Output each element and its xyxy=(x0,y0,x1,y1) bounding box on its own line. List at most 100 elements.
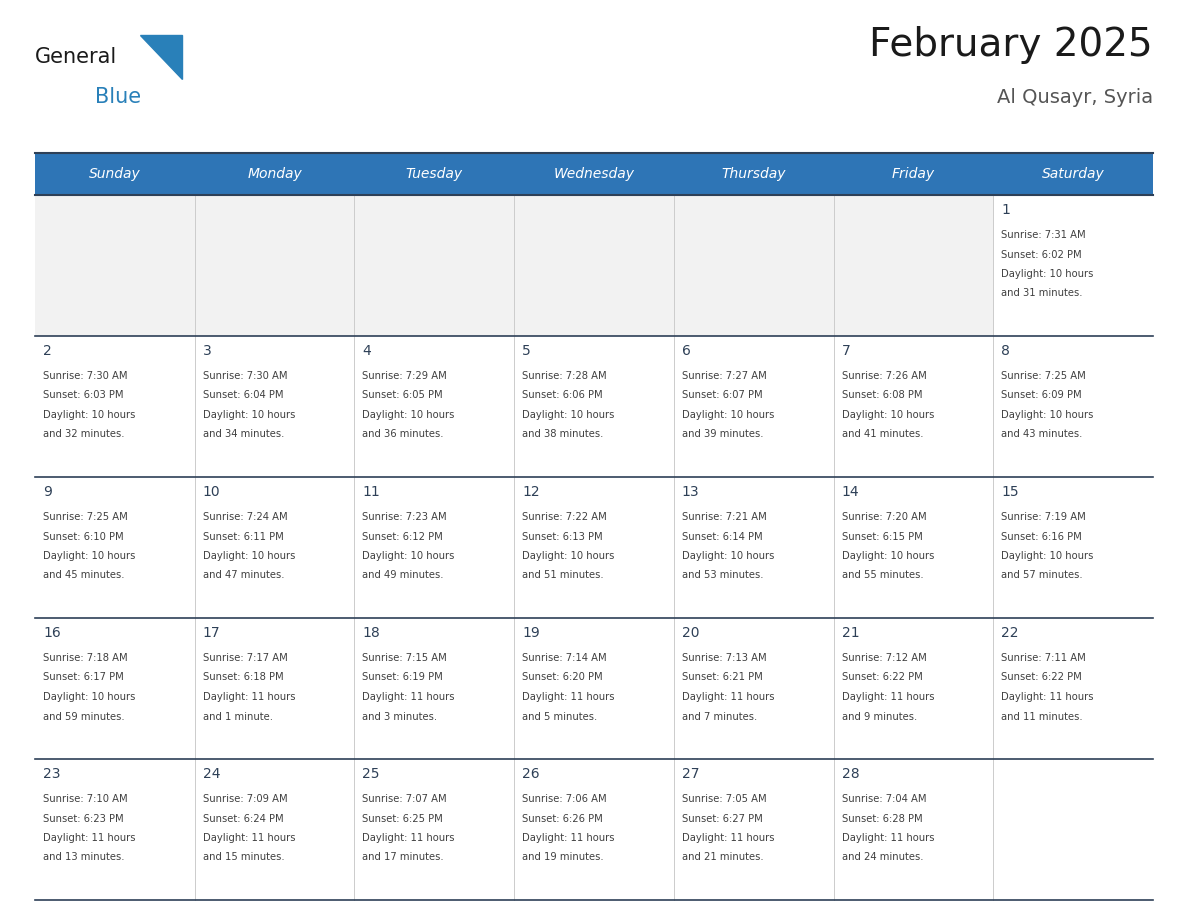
Text: Daylight: 11 hours: Daylight: 11 hours xyxy=(682,833,775,843)
Text: Sunrise: 7:12 AM: Sunrise: 7:12 AM xyxy=(841,653,927,663)
Text: Daylight: 10 hours: Daylight: 10 hours xyxy=(43,410,135,420)
Text: Daylight: 11 hours: Daylight: 11 hours xyxy=(43,833,135,843)
Text: Sunset: 6:13 PM: Sunset: 6:13 PM xyxy=(523,532,602,542)
Text: Sunset: 6:03 PM: Sunset: 6:03 PM xyxy=(43,390,124,400)
Text: Monday: Monday xyxy=(247,167,302,181)
Text: Sunset: 6:22 PM: Sunset: 6:22 PM xyxy=(841,673,922,682)
Text: 28: 28 xyxy=(841,767,859,781)
Text: Sunrise: 7:15 AM: Sunrise: 7:15 AM xyxy=(362,653,447,663)
Text: and 32 minutes.: and 32 minutes. xyxy=(43,430,125,440)
Bar xyxy=(195,618,354,759)
Text: Daylight: 10 hours: Daylight: 10 hours xyxy=(362,410,455,420)
Polygon shape xyxy=(140,35,182,79)
Text: Daylight: 10 hours: Daylight: 10 hours xyxy=(203,551,295,561)
Bar xyxy=(834,153,993,195)
Text: Daylight: 11 hours: Daylight: 11 hours xyxy=(203,833,295,843)
Bar xyxy=(34,153,195,195)
Text: Sunrise: 7:07 AM: Sunrise: 7:07 AM xyxy=(362,794,447,804)
Bar xyxy=(195,477,354,618)
Text: Sunrise: 7:25 AM: Sunrise: 7:25 AM xyxy=(43,512,128,522)
Text: 10: 10 xyxy=(203,485,220,499)
Bar xyxy=(674,477,834,618)
Text: and 1 minute.: and 1 minute. xyxy=(203,711,273,722)
Text: 24: 24 xyxy=(203,767,220,781)
Bar xyxy=(674,153,834,195)
Bar xyxy=(993,618,1154,759)
Text: Daylight: 11 hours: Daylight: 11 hours xyxy=(523,692,614,702)
Bar xyxy=(993,195,1154,336)
Text: 26: 26 xyxy=(523,767,539,781)
Bar xyxy=(354,759,514,900)
Text: Daylight: 11 hours: Daylight: 11 hours xyxy=(523,833,614,843)
Text: Daylight: 10 hours: Daylight: 10 hours xyxy=(523,410,614,420)
Text: Daylight: 10 hours: Daylight: 10 hours xyxy=(362,551,455,561)
Bar xyxy=(834,477,993,618)
Text: Daylight: 10 hours: Daylight: 10 hours xyxy=(1001,269,1094,279)
Bar xyxy=(674,759,834,900)
Text: and 5 minutes.: and 5 minutes. xyxy=(523,711,598,722)
Text: Sunrise: 7:26 AM: Sunrise: 7:26 AM xyxy=(841,371,927,381)
Text: and 15 minutes.: and 15 minutes. xyxy=(203,853,284,863)
Text: and 53 minutes.: and 53 minutes. xyxy=(682,570,764,580)
Text: and 17 minutes.: and 17 minutes. xyxy=(362,853,444,863)
Text: and 43 minutes.: and 43 minutes. xyxy=(1001,430,1082,440)
Text: Sunrise: 7:04 AM: Sunrise: 7:04 AM xyxy=(841,794,927,804)
Text: and 13 minutes.: and 13 minutes. xyxy=(43,853,125,863)
Text: Sunset: 6:22 PM: Sunset: 6:22 PM xyxy=(1001,673,1082,682)
Text: Sunset: 6:10 PM: Sunset: 6:10 PM xyxy=(43,532,124,542)
Text: Sunrise: 7:13 AM: Sunrise: 7:13 AM xyxy=(682,653,766,663)
Text: and 36 minutes.: and 36 minutes. xyxy=(362,430,444,440)
Text: Sunset: 6:28 PM: Sunset: 6:28 PM xyxy=(841,813,922,823)
Text: February 2025: February 2025 xyxy=(870,26,1154,64)
Text: 21: 21 xyxy=(841,626,859,640)
Bar xyxy=(834,195,993,336)
Text: Sunset: 6:02 PM: Sunset: 6:02 PM xyxy=(1001,250,1082,260)
Bar xyxy=(674,618,834,759)
Text: 4: 4 xyxy=(362,344,371,358)
Bar xyxy=(674,195,834,336)
Text: Wednesday: Wednesday xyxy=(554,167,634,181)
Text: Sunset: 6:17 PM: Sunset: 6:17 PM xyxy=(43,673,124,682)
Text: and 19 minutes.: and 19 minutes. xyxy=(523,853,604,863)
Text: and 47 minutes.: and 47 minutes. xyxy=(203,570,284,580)
Text: Daylight: 10 hours: Daylight: 10 hours xyxy=(682,410,775,420)
Text: Sunset: 6:25 PM: Sunset: 6:25 PM xyxy=(362,813,443,823)
Text: Daylight: 11 hours: Daylight: 11 hours xyxy=(203,692,295,702)
Bar xyxy=(195,759,354,900)
Text: Daylight: 10 hours: Daylight: 10 hours xyxy=(841,551,934,561)
Text: Sunset: 6:12 PM: Sunset: 6:12 PM xyxy=(362,532,443,542)
Text: Blue: Blue xyxy=(95,87,141,107)
Bar xyxy=(993,477,1154,618)
Text: and 7 minutes.: and 7 minutes. xyxy=(682,711,757,722)
Text: Daylight: 10 hours: Daylight: 10 hours xyxy=(43,692,135,702)
Bar xyxy=(674,336,834,477)
Text: 19: 19 xyxy=(523,626,539,640)
Text: Sunset: 6:15 PM: Sunset: 6:15 PM xyxy=(841,532,922,542)
Text: Sunset: 6:19 PM: Sunset: 6:19 PM xyxy=(362,673,443,682)
Text: Daylight: 10 hours: Daylight: 10 hours xyxy=(523,551,614,561)
Bar xyxy=(834,759,993,900)
Bar xyxy=(514,153,674,195)
Text: 7: 7 xyxy=(841,344,851,358)
Text: Daylight: 11 hours: Daylight: 11 hours xyxy=(1001,692,1094,702)
Text: Sunrise: 7:22 AM: Sunrise: 7:22 AM xyxy=(523,512,607,522)
Bar xyxy=(354,336,514,477)
Bar xyxy=(993,336,1154,477)
Bar xyxy=(354,477,514,618)
Text: Sunrise: 7:30 AM: Sunrise: 7:30 AM xyxy=(43,371,127,381)
Text: Sunrise: 7:05 AM: Sunrise: 7:05 AM xyxy=(682,794,766,804)
Text: Sunrise: 7:23 AM: Sunrise: 7:23 AM xyxy=(362,512,447,522)
Bar xyxy=(834,618,993,759)
Text: Sunrise: 7:31 AM: Sunrise: 7:31 AM xyxy=(1001,230,1086,240)
Text: Sunrise: 7:30 AM: Sunrise: 7:30 AM xyxy=(203,371,287,381)
Text: 1: 1 xyxy=(1001,203,1010,217)
Text: Sunrise: 7:25 AM: Sunrise: 7:25 AM xyxy=(1001,371,1086,381)
Text: 3: 3 xyxy=(203,344,211,358)
Text: 17: 17 xyxy=(203,626,220,640)
Text: Sunset: 6:04 PM: Sunset: 6:04 PM xyxy=(203,390,283,400)
Text: Sunrise: 7:27 AM: Sunrise: 7:27 AM xyxy=(682,371,766,381)
Text: and 41 minutes.: and 41 minutes. xyxy=(841,430,923,440)
Bar xyxy=(354,153,514,195)
Text: and 21 minutes.: and 21 minutes. xyxy=(682,853,764,863)
Bar xyxy=(993,153,1154,195)
